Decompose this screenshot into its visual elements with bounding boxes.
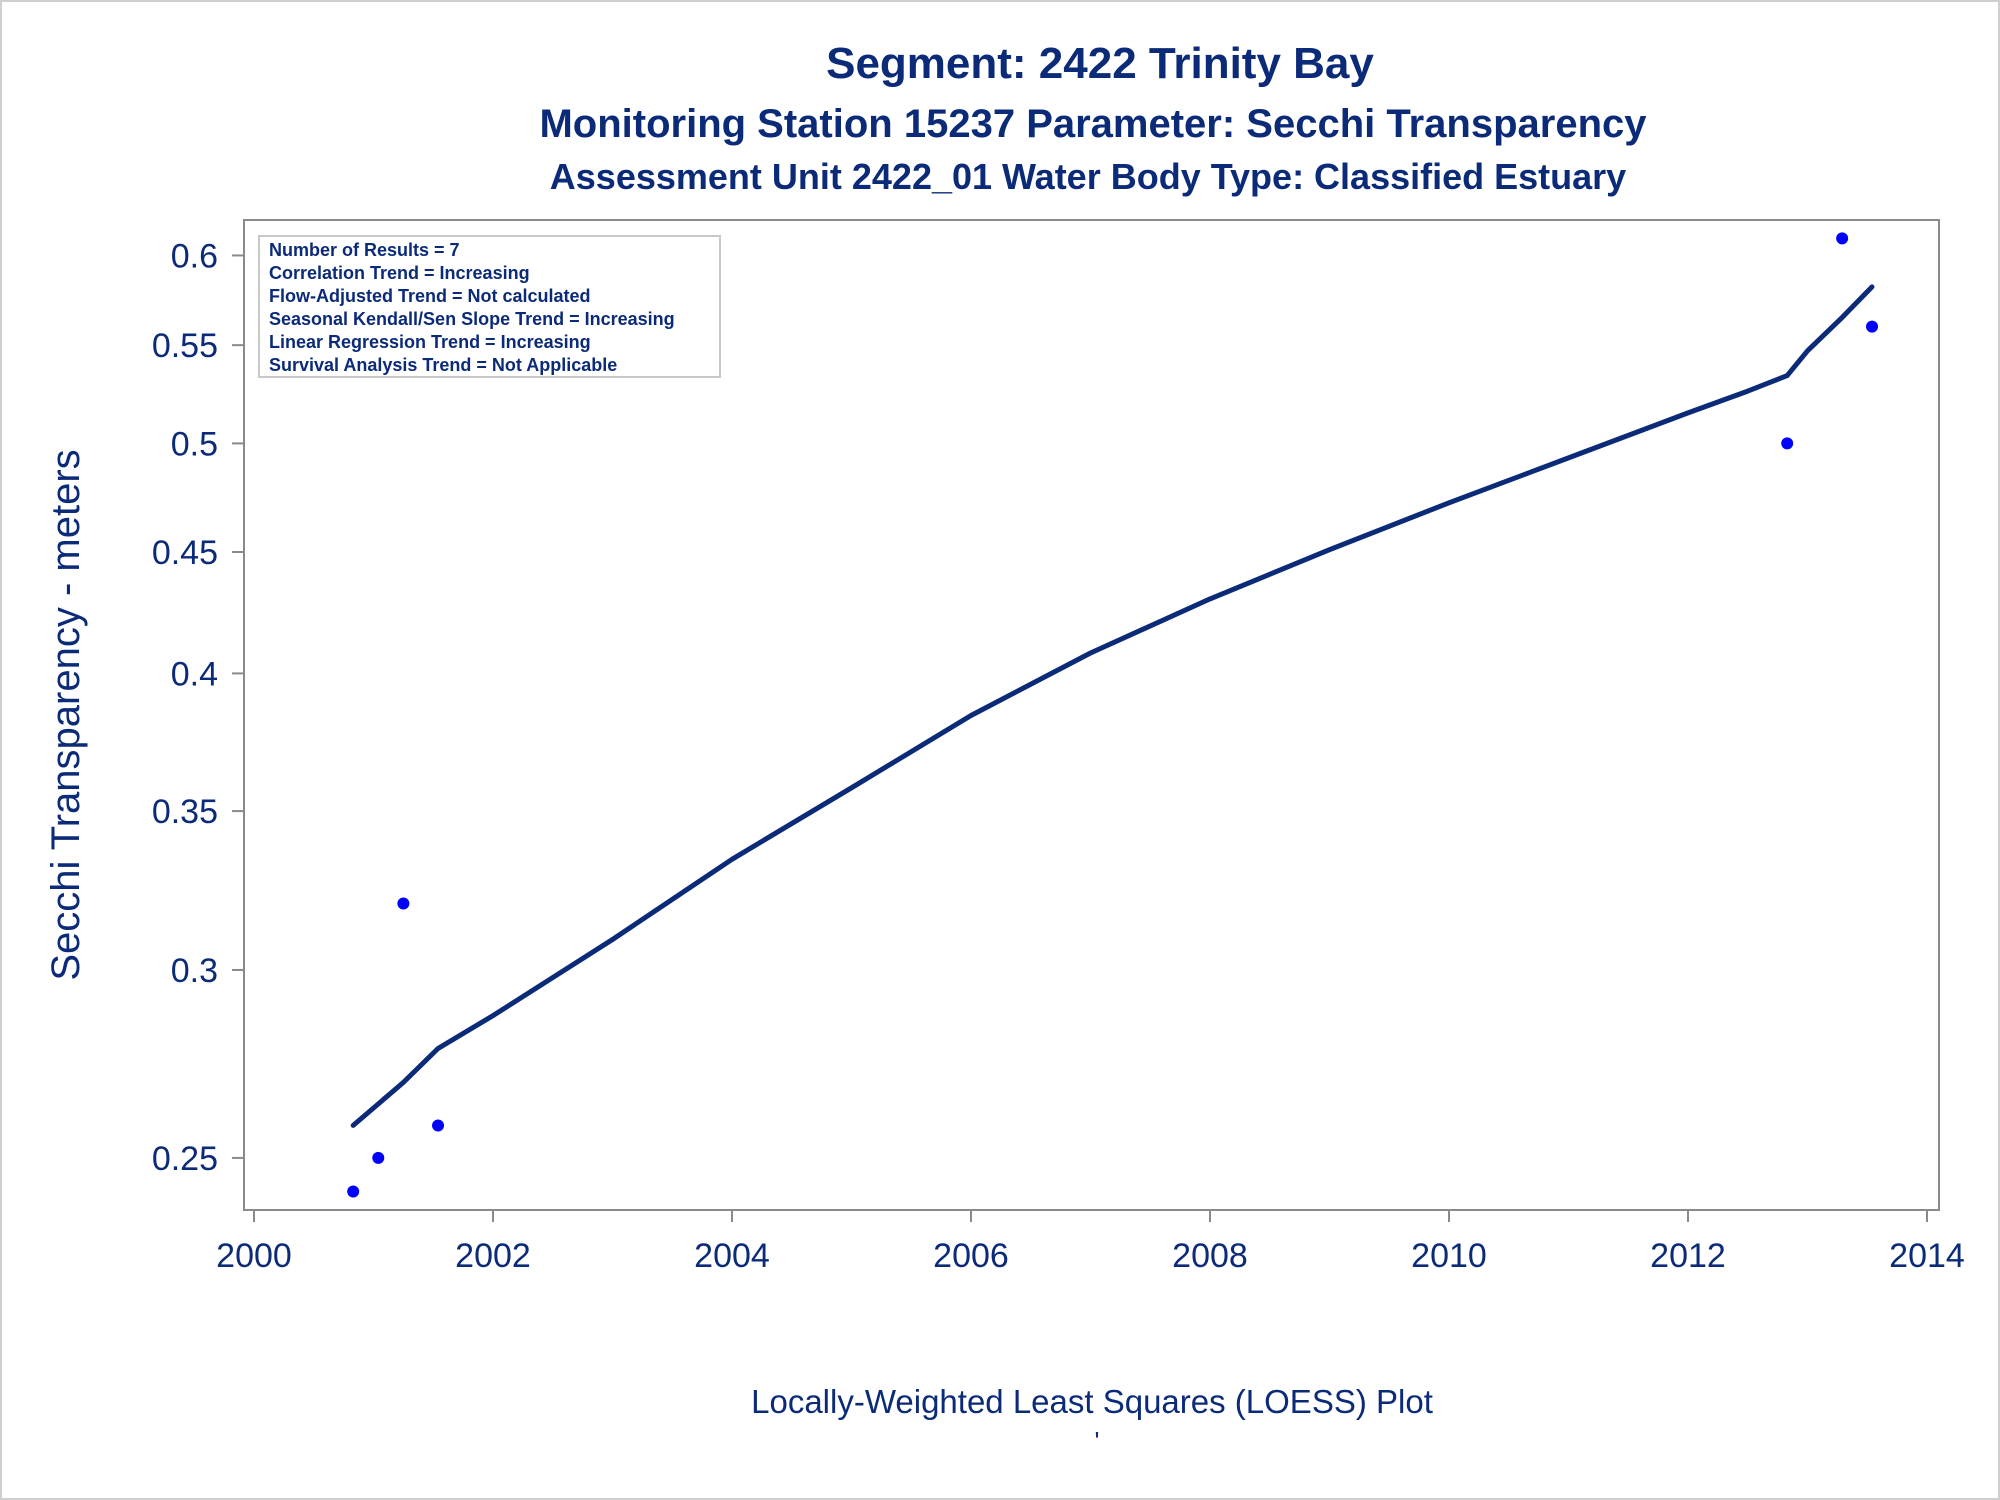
x-axis-label: Locally-Weighted Least Squares (LOESS) P… — [751, 1383, 1433, 1420]
x-tick-label: 2004 — [694, 1237, 770, 1275]
y-tick-label: 0.3 — [171, 952, 218, 990]
y-tick-label: 0.6 — [171, 237, 218, 275]
stats-line-results: Number of Results = 7 — [269, 240, 460, 260]
stats-line-survival: Survival Analysis Trend = Not Applicable — [269, 355, 617, 375]
y-tick-label: 0.25 — [152, 1140, 218, 1178]
stats-box-border — [258, 235, 721, 378]
loess-line — [350, 284, 1875, 1128]
y-tick-label: 0.4 — [171, 655, 218, 693]
data-point — [397, 897, 410, 910]
y-tick-label: 0.45 — [152, 534, 218, 572]
chart-subtitle-2: Assessment Unit 2422_01 Water Body Type:… — [550, 156, 1626, 197]
y-tick-label: 0.55 — [152, 327, 218, 365]
data-point — [347, 1185, 360, 1198]
x-tick-label: 2008 — [1172, 1237, 1248, 1275]
x-tick-label: 2002 — [455, 1237, 531, 1275]
x-tick-label: 2012 — [1650, 1237, 1726, 1275]
footer-tick-mark: ' — [1095, 1426, 1100, 1456]
x-tick-label: 2010 — [1411, 1237, 1487, 1275]
x-axis: 2000 2002 2004 2006 2008 2010 2012 2014 — [216, 1210, 1965, 1275]
x-tick-label: 2014 — [1889, 1237, 1965, 1275]
y-tick-label: 0.35 — [152, 793, 218, 831]
data-marks — [347, 232, 1879, 1198]
x-tick-label: 2000 — [216, 1237, 292, 1275]
chart-subtitle: Monitoring Station 15237 Parameter: Secc… — [539, 102, 1647, 146]
chart-title: Segment: 2422 Trinity Bay — [826, 39, 1374, 88]
stats-box: Number of Results = 7 Correlation Trend … — [258, 235, 721, 378]
plot-area — [243, 219, 1940, 1211]
y-axis: 0.25 0.3 0.35 0.4 0.45 0.5 0.55 0.6 — [152, 237, 244, 1178]
stats-line-correlation: Correlation Trend = Increasing — [269, 263, 530, 283]
stats-line-linear-regression: Linear Regression Trend = Increasing — [269, 332, 591, 352]
y-tick-label: 0.5 — [171, 425, 218, 463]
data-point — [432, 1119, 445, 1132]
stats-line-flow-adjusted: Flow-Adjusted Trend = Not calculated — [269, 286, 591, 306]
y-axis-label: Secchi Transparency - meters — [44, 449, 88, 980]
data-point — [1781, 437, 1794, 450]
x-tick-label: 2006 — [933, 1237, 1009, 1275]
data-point — [1866, 320, 1879, 333]
data-point — [372, 1151, 385, 1164]
stats-line-seasonal-kendall: Seasonal Kendall/Sen Slope Trend = Incre… — [269, 309, 675, 329]
data-point — [1836, 232, 1849, 245]
